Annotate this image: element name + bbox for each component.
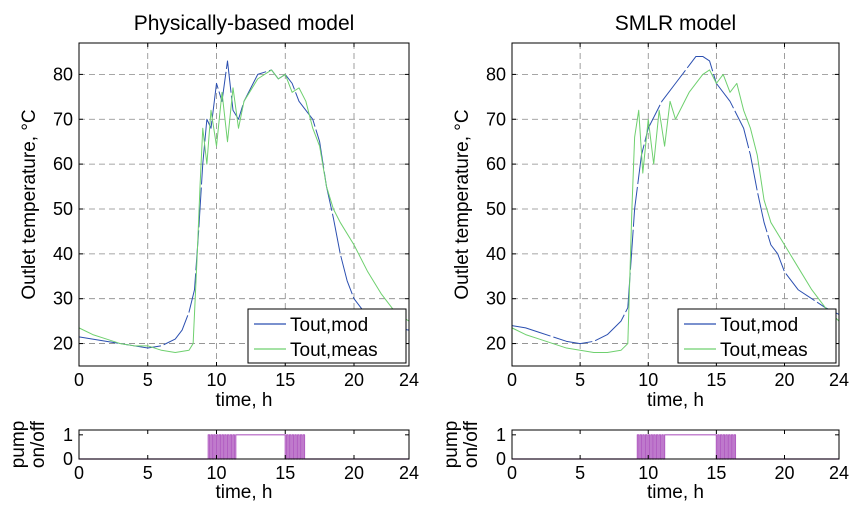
x-tick-label: 20 — [774, 370, 794, 390]
y-tick-label: 70 — [486, 109, 506, 129]
chart-0: Tout,mod Tout,meas — [78, 42, 410, 367]
y-axis-label: Outlet temperature, °C — [452, 109, 473, 299]
x-tick-label: 20 — [774, 463, 794, 483]
chart-title: Physically-based model — [134, 12, 355, 35]
x-axis-label: time, h — [215, 390, 272, 411]
x-tick-label: 0 — [507, 370, 517, 390]
legend-box — [247, 308, 407, 364]
series-line-0 — [511, 55, 840, 345]
legend-entry: Tout,meas — [290, 340, 378, 361]
x-tick-label: 5 — [575, 463, 585, 483]
x-tick-label: 15 — [275, 463, 295, 483]
x-tick-label: 0 — [507, 463, 517, 483]
legend-entry: Tout,mod — [720, 315, 798, 336]
x-tick-label: 0 — [74, 463, 84, 483]
y-tick-label: 80 — [486, 64, 506, 84]
y-axis-label-line1: pump — [441, 421, 462, 469]
x-tick-label: 15 — [275, 370, 295, 390]
x-axis-label: time, h — [647, 482, 704, 503]
x-axis-label: time, h — [647, 390, 704, 411]
legend-entry: Tout,meas — [720, 340, 808, 361]
axes-frame — [78, 429, 410, 460]
y-axis-label: Outlet temperature, °C — [19, 109, 40, 299]
legend-box — [677, 308, 837, 364]
chart-3 — [511, 429, 840, 460]
y-axis-label-line2: on/off — [28, 420, 49, 468]
chart-2 — [78, 429, 410, 460]
axes-frame — [78, 42, 410, 367]
y-tick-label: 50 — [53, 199, 73, 219]
x-tick-label: 15 — [706, 370, 726, 390]
y-tick-label: 20 — [486, 334, 506, 354]
y-tick-label: 30 — [486, 289, 506, 309]
legend-entry: Tout,mod — [290, 315, 368, 336]
y-tick-label: 1 — [496, 425, 506, 445]
y-tick-label: 30 — [53, 289, 73, 309]
y-tick-label: 50 — [486, 199, 506, 219]
x-tick-label: 10 — [206, 370, 226, 390]
y-tick-label: 40 — [486, 244, 506, 264]
x-tick-label: 5 — [143, 370, 153, 390]
x-tick-label: 20 — [344, 370, 364, 390]
y-tick-label: 0 — [496, 449, 506, 469]
y-tick-label: 0 — [63, 449, 73, 469]
chart-1: Tout,mod Tout,meas — [511, 42, 840, 367]
x-tick-label: 24 — [829, 463, 849, 483]
y-axis-label-line1: pump — [8, 421, 29, 469]
y-tick-label: 70 — [53, 109, 73, 129]
axes-frame — [511, 429, 840, 460]
x-tick-label: 15 — [706, 463, 726, 483]
x-tick-label: 20 — [344, 463, 364, 483]
y-tick-label: 80 — [53, 64, 73, 84]
x-tick-label: 10 — [638, 370, 658, 390]
y-tick-label: 40 — [53, 244, 73, 264]
y-tick-label: 1 — [63, 425, 73, 445]
chart-title: SMLR model — [615, 12, 736, 35]
x-tick-label: 24 — [399, 370, 419, 390]
legend: Tout,mod Tout,meas — [677, 308, 837, 364]
x-tick-label: 24 — [399, 463, 419, 483]
y-tick-label: 60 — [486, 154, 506, 174]
x-tick-label: 5 — [575, 370, 585, 390]
x-tick-label: 5 — [143, 463, 153, 483]
x-tick-label: 0 — [74, 370, 84, 390]
series-line-1 — [78, 69, 410, 354]
x-axis-label: time, h — [215, 482, 272, 503]
series-line-0 — [78, 60, 410, 349]
y-tick-label: 60 — [53, 154, 73, 174]
y-axis-label-line2: on/off — [461, 420, 482, 468]
x-tick-label: 10 — [206, 463, 226, 483]
y-tick-label: 20 — [53, 334, 73, 354]
legend: Tout,mod Tout,meas — [247, 308, 407, 364]
x-tick-label: 10 — [638, 463, 658, 483]
x-tick-label: 24 — [829, 370, 849, 390]
axes-frame — [511, 42, 840, 367]
